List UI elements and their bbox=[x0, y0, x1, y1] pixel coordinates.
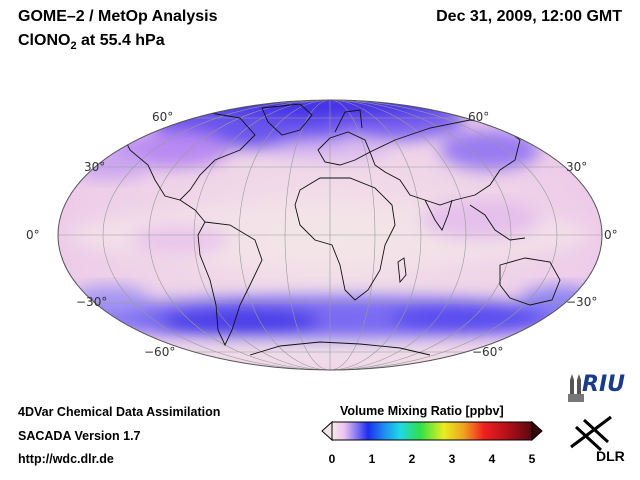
colorbar-min-arrow bbox=[321, 420, 333, 442]
colorbar-tick-3: 3 bbox=[448, 452, 456, 466]
lat-label-right-minus60: −60° bbox=[472, 345, 504, 359]
colorbar bbox=[321, 420, 543, 442]
cathedral-icon bbox=[568, 374, 584, 402]
lat-label-right-0: 0° bbox=[604, 228, 618, 242]
globe-outline bbox=[57, 99, 603, 371]
pressure-level: at 55.4 hPa bbox=[76, 32, 165, 49]
colorbar-tick-4: 4 bbox=[488, 452, 496, 466]
riu-logo-text: RIU bbox=[582, 372, 625, 397]
species-subscript: 2 bbox=[70, 40, 77, 53]
colorbar-title: Volume Mixing Ratio [ppbv] bbox=[340, 404, 504, 418]
graticule bbox=[58, 100, 602, 370]
lat-label-right-30: 30° bbox=[566, 160, 588, 174]
dlr-logo: DLR bbox=[566, 412, 626, 472]
species-level: ClONO2 at 55.4 hPa bbox=[18, 32, 165, 52]
lat-label-left-minus60: −60° bbox=[144, 345, 176, 359]
dlr-emblem-icon bbox=[570, 415, 612, 452]
footer-line-1: 4DVar Chemical Data Assimilation bbox=[18, 405, 221, 419]
colorbar-tick-5: 5 bbox=[528, 452, 536, 466]
datetime: Dec 31, 2009, 12:00 GMT bbox=[436, 8, 622, 25]
colorbar-tick-2: 2 bbox=[408, 452, 416, 466]
footer-line-2: SACADA Version 1.7 bbox=[18, 429, 141, 443]
title: GOME–2 / MetOp Analysis bbox=[18, 8, 218, 25]
colorbar-gradient bbox=[331, 421, 533, 441]
coastlines bbox=[119, 103, 561, 356]
lat-label-left-minus30: −30° bbox=[76, 295, 108, 309]
lat-label-left-60: 60° bbox=[152, 110, 174, 124]
colorbar-tick-1: 1 bbox=[368, 452, 376, 466]
lat-label-left-30: 30° bbox=[84, 160, 106, 174]
dlr-logo-text: DLR bbox=[596, 448, 625, 464]
species-name: ClONO bbox=[18, 32, 71, 49]
colorbar-max-arrow bbox=[531, 420, 543, 442]
riu-logo: RIU bbox=[566, 372, 626, 404]
lat-label-right-60: 60° bbox=[468, 110, 490, 124]
footer-url[interactable]: http://wdc.dlr.de bbox=[18, 452, 114, 466]
lat-label-right-minus30: −30° bbox=[566, 295, 598, 309]
lat-label-left-0: 0° bbox=[26, 228, 40, 242]
colorbar-tick-0: 0 bbox=[328, 452, 336, 466]
